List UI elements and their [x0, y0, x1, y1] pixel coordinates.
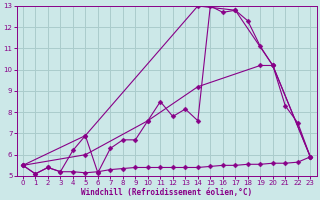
X-axis label: Windchill (Refroidissement éolien,°C): Windchill (Refroidissement éolien,°C) [81, 188, 252, 197]
